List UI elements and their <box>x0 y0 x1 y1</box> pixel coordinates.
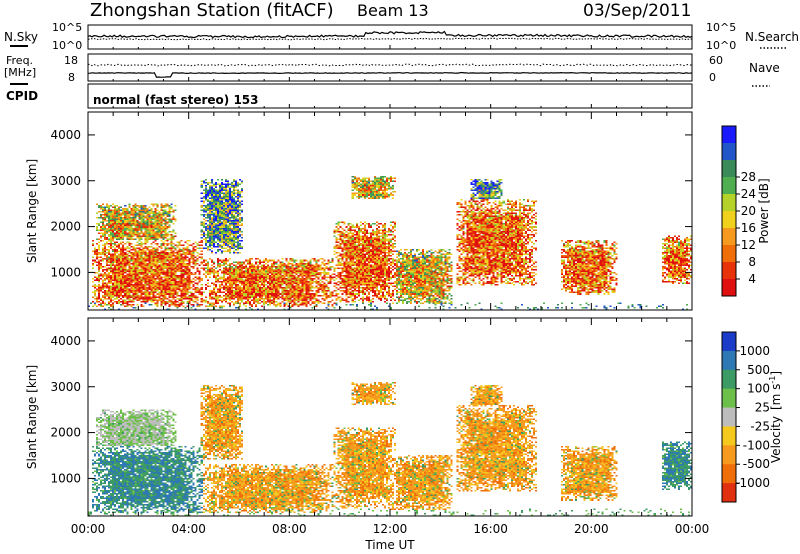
xtick-label: 16:00 <box>473 522 508 536</box>
freq-frame <box>87 53 693 82</box>
colorbar-frame <box>721 331 737 503</box>
velocity-colorbar-title: Velocity <box>769 416 783 463</box>
colorbar-swatch <box>722 211 736 229</box>
ytick-label: 1000 <box>50 471 81 485</box>
colorbar-tick-label: 100 <box>747 382 770 396</box>
colorbar-tick-label: -25 <box>750 419 770 433</box>
colorbar-tick-label: 1000 <box>739 344 770 358</box>
colorbar-swatch <box>722 245 736 263</box>
velocity-colorbar-units: [m s <box>769 384 783 410</box>
cpid-panel: CPID normal (fast stereo) 153 <box>6 83 693 109</box>
velocity-colorbar-units-sup: -1 <box>768 376 777 384</box>
nsky-tick-top: 10^5 <box>52 21 82 34</box>
colorbar-swatch <box>722 126 736 144</box>
freq-panel: Freq. [MHz] 18 8 60 0 Nave <box>4 53 780 87</box>
ytick-label: 4000 <box>50 334 81 348</box>
nave-label: Nave <box>749 61 780 75</box>
colorbar-swatch <box>722 143 736 161</box>
colorbar-tick-label: 4 <box>748 272 756 286</box>
colorbar-swatch <box>722 483 736 503</box>
ytick-label: 3000 <box>50 174 81 188</box>
power-colorbar: Power [dB] 4 8 12 16 20 24 28 <box>721 125 771 297</box>
nsearch-label: N.Search <box>745 30 799 44</box>
colorbar-tick-label: 20 <box>741 204 756 218</box>
colorbar-swatch <box>722 279 736 297</box>
colorbar-tick-label: 8 <box>748 255 756 269</box>
freq-units: [MHz] <box>4 66 36 79</box>
colorbar-swatch <box>722 177 736 195</box>
colorbar-tick-label: 28 <box>741 170 756 184</box>
colorbar-swatch <box>722 369 736 390</box>
station-title: Zhongshan Station (fitACF) <box>90 0 334 21</box>
ytick-label: 2000 <box>50 426 81 440</box>
velocity-heatmap <box>88 318 692 516</box>
colorbar-tick-label: -500 <box>743 457 770 471</box>
cpid-label: CPID <box>6 89 38 103</box>
colorbar-tick-label: 12 <box>741 238 756 252</box>
nsearch-tick-bottom: 10^0 <box>706 39 736 52</box>
colorbar-swatch <box>722 194 736 212</box>
ytick-label: 1000 <box>50 265 81 279</box>
xtick-label: 08:00 <box>272 522 307 536</box>
nsky-tick-bottom: 10^0 <box>52 39 82 52</box>
colorbar-swatch <box>722 350 736 371</box>
xtick-label: 20:00 <box>574 522 609 536</box>
time-axis-label: Time UT <box>364 538 415 552</box>
colorbar-swatch <box>722 228 736 246</box>
velocity-colorbar-units-close: ] <box>769 371 783 376</box>
colorbar-swatch <box>722 464 736 484</box>
velocity-colorbar-label: Velocity [m s-1] <box>768 371 783 463</box>
xtick-label: 00:00 <box>71 522 106 536</box>
colorbar-tick-label: 16 <box>741 221 756 235</box>
cpid-text: normal (fast stereo) 153 <box>93 93 259 107</box>
xtick-label: 12:00 <box>373 522 408 536</box>
colorbar-swatch <box>722 388 736 409</box>
colorbar-swatch <box>722 332 736 352</box>
ytick-label: 4000 <box>50 128 81 142</box>
beam-label: Beam 13 <box>357 1 429 20</box>
nave-series <box>88 63 693 67</box>
colorbar-tick-label: 500 <box>747 363 770 377</box>
xtick-label: 00:00 <box>675 522 710 536</box>
power-colorbar-label: Power [dB] <box>757 178 771 243</box>
power-heatmap <box>88 112 692 310</box>
colorbar-tick-label: 25 <box>755 401 770 415</box>
nsearch-tick-top: 10^5 <box>706 21 736 34</box>
freq-tick-bottom: 8 <box>68 71 75 84</box>
colorbar-swatch <box>722 407 736 427</box>
nsky-label: N.Sky <box>4 30 38 44</box>
velocity-colorbar: Velocity [m s-1] 1000 500 100 25 -25 -100 -500 -… <box>721 331 783 503</box>
xtick-label: 04:00 <box>171 522 206 536</box>
velocity-ylabel: Slant Range [km] <box>25 365 39 469</box>
freq-tick-top: 18 <box>64 54 78 67</box>
freq-series <box>87 71 693 78</box>
freq-label: Freq. <box>6 54 33 67</box>
power-ylabel: Slant Range [km] <box>25 159 39 263</box>
colorbar-swatch <box>722 445 736 465</box>
colorbar-tick-label: 24 <box>741 187 756 201</box>
colorbar-swatch <box>722 160 736 178</box>
colorbar-tick-label: -1000 <box>735 476 770 490</box>
colorbar-tick-label: -100 <box>743 438 770 452</box>
nsearch-series <box>87 37 693 41</box>
nsky-series <box>87 30 693 39</box>
date-label: 03/Sep/2011 <box>583 1 691 21</box>
ytick-label: 2000 <box>50 220 81 234</box>
nsky-panel: N.Sky 10^5 10^0 10^5 10^0 N.Search <box>4 21 799 52</box>
colorbar-swatch <box>722 426 736 446</box>
nave-tick-bottom: 0 <box>709 71 716 84</box>
colorbar-swatch <box>722 262 736 280</box>
power-panel: 1000 2000 3000 4000 Slant Range [km] <box>25 111 693 311</box>
ytick-label: 3000 <box>50 380 81 394</box>
velocity-panel: 1000 2000 3000 4000 00:00 04:00 08:00 12:00 16:0… <box>25 317 710 552</box>
nave-tick-top: 60 <box>709 54 723 67</box>
